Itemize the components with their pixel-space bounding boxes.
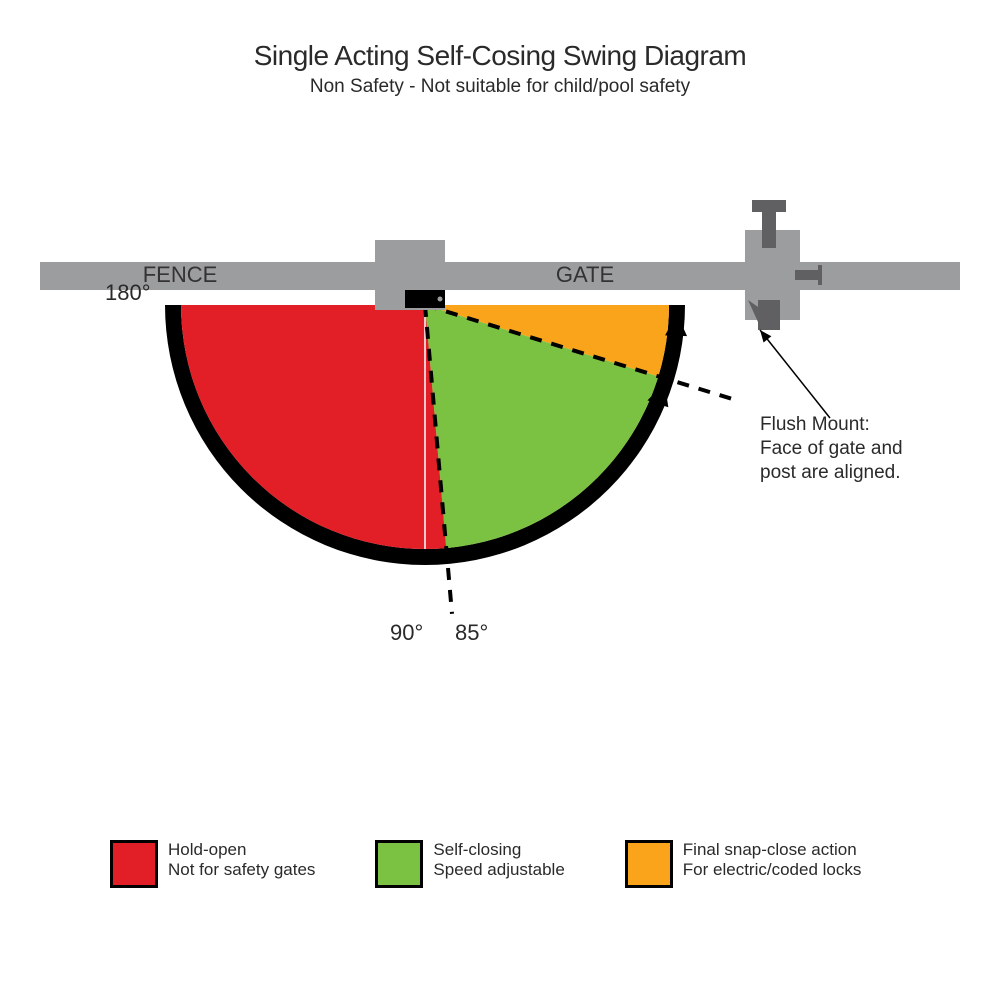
legend-item-1: Self-closingSpeed adjustable bbox=[375, 840, 564, 888]
legend-text: Final snap-close actionFor electric/code… bbox=[683, 840, 862, 881]
legend-swatch bbox=[110, 840, 158, 888]
legend-text: Hold-openNot for safety gates bbox=[168, 840, 315, 881]
legend: Hold-openNot for safety gates Self-closin… bbox=[110, 840, 861, 888]
fence-label: FENCE bbox=[143, 262, 218, 287]
svg-text:post are aligned.: post are aligned. bbox=[760, 462, 901, 483]
svg-text:Face of gate and: Face of gate and bbox=[760, 438, 903, 459]
legend-swatch bbox=[625, 840, 673, 888]
svg-text:Flush Mount:: Flush Mount: bbox=[760, 414, 870, 435]
legend-item-0: Hold-openNot for safety gates bbox=[110, 840, 315, 888]
legend-swatch bbox=[375, 840, 423, 888]
legend-item-2: Final snap-close actionFor electric/code… bbox=[625, 840, 862, 888]
svg-text:85°: 85° bbox=[455, 620, 488, 645]
gate-label: GATE bbox=[556, 262, 614, 287]
legend-text: Self-closingSpeed adjustable bbox=[433, 840, 564, 881]
svg-text:180°: 180° bbox=[105, 280, 151, 305]
swing-diagram: FENCE GATE 180° 90° 85° Flush Mount: Face of g… bbox=[0, 0, 1000, 750]
svg-text:90°: 90° bbox=[390, 620, 423, 645]
